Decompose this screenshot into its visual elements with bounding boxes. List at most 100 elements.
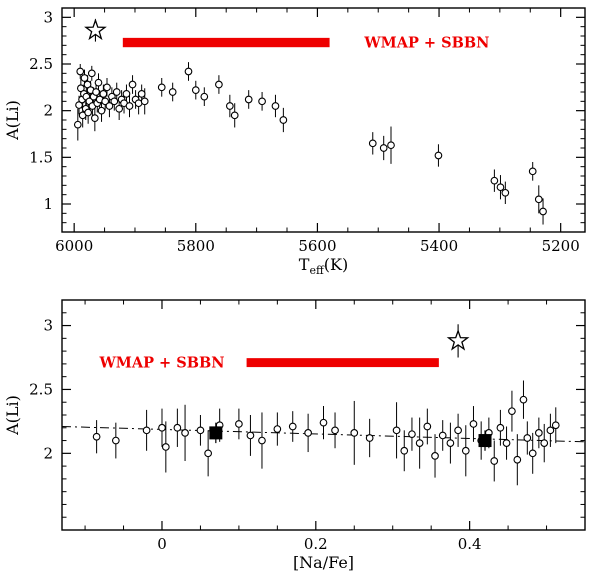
- data-point-circle: [140, 97, 149, 106]
- data-point-circle: [446, 439, 455, 447]
- data-point-circle: [368, 139, 377, 148]
- data-point-circle: [191, 86, 200, 94]
- data-point-circle: [200, 92, 209, 101]
- data-point-circle: [273, 425, 282, 433]
- star-symbol-group: [84, 18, 107, 42]
- x-axis-ticks: 0 0.2 0.4: [84, 300, 586, 553]
- mean-square-marker: [209, 426, 223, 440]
- data-point-circle: [204, 449, 212, 458]
- data-point-circle: [73, 120, 82, 129]
- data-point-circle: [94, 78, 103, 87]
- data-point-circle: [496, 183, 505, 192]
- data-point-circle: [502, 439, 511, 447]
- x-tick-label: 0.2: [304, 535, 328, 553]
- data-point-circle: [142, 426, 151, 435]
- x-tick-label: 5800: [177, 237, 215, 255]
- data-point-circle: [181, 429, 189, 437]
- data-point-circle: [111, 436, 120, 445]
- data-point-circle: [90, 114, 99, 122]
- data-point-circle: [258, 436, 266, 445]
- x-tick-label: 5600: [298, 237, 336, 255]
- data-point-circle: [158, 423, 166, 432]
- data-point-circle: [105, 102, 114, 110]
- data-points: [73, 62, 547, 225]
- y-axis-ticks: 22.53: [29, 299, 585, 531]
- data-point-circle: [76, 67, 85, 76]
- data-point-circle: [112, 88, 121, 96]
- data-point-circle: [350, 429, 359, 437]
- y-tick-label: 2.5: [29, 55, 53, 73]
- x-axis-label: [Na/Fe]: [293, 553, 354, 572]
- data-point-circle: [92, 432, 101, 441]
- data-point-circle: [415, 439, 424, 447]
- y-axis-label: A(Li): [3, 395, 22, 436]
- data-point-circle: [215, 80, 223, 89]
- data-point-circle: [546, 426, 555, 435]
- data-point-circle: [196, 426, 205, 435]
- data-point-circle: [103, 83, 111, 92]
- data-point-circle: [157, 83, 166, 92]
- data-point-circle: [161, 443, 170, 451]
- data-point-circle: [490, 457, 499, 465]
- y-tick-label: 3: [43, 317, 53, 335]
- data-point-circle: [168, 88, 177, 96]
- y-tick-label: 1.5: [29, 148, 53, 166]
- x-tick-label: 6000: [55, 237, 93, 255]
- y-tick-label: 1: [43, 195, 53, 213]
- data-point-circle: [279, 116, 288, 124]
- data-point-circle: [539, 207, 547, 216]
- data-point-circle: [184, 67, 193, 76]
- data-point-circle: [501, 188, 510, 197]
- data-point-circle: [523, 434, 532, 442]
- data-point-circle: [99, 90, 108, 98]
- y-tick-label: 3: [43, 8, 53, 26]
- data-point-circle: [469, 420, 478, 428]
- data-point-circle: [540, 439, 549, 447]
- data-point-circle: [304, 429, 312, 437]
- data-point-circle: [87, 69, 96, 78]
- data-point-circle: [513, 455, 522, 464]
- data-point-circle: [387, 141, 395, 150]
- data-point-circle: [438, 431, 447, 440]
- data-point-circle: [271, 102, 280, 110]
- x-tick-label: 0: [157, 535, 167, 553]
- star-marker: [446, 328, 470, 351]
- mean-square-marker: [478, 434, 492, 448]
- data-point-circle: [331, 426, 339, 435]
- data-point-circle: [122, 90, 131, 98]
- data-point-circle: [110, 97, 119, 106]
- data-point-circle: [434, 151, 443, 160]
- data-point-circle: [519, 395, 528, 404]
- wmap-sbbn-label: WMAP + SBBN: [363, 35, 489, 52]
- wmap-sbbn-band: [122, 37, 330, 48]
- data-point-circle: [226, 102, 234, 110]
- data-point-circle: [173, 423, 182, 432]
- y-tick-label: 2: [43, 444, 53, 462]
- data-point-circle: [92, 88, 100, 96]
- data-point-circle: [246, 431, 255, 440]
- x-tick-label: 0.4: [458, 535, 482, 553]
- data-point-circle: [258, 97, 266, 106]
- data-point-circle: [528, 449, 537, 458]
- y-tick-label: 2: [43, 102, 53, 120]
- data-point-circle: [97, 106, 106, 115]
- data-point-circle: [400, 446, 409, 455]
- wmap-sbbn-band: [246, 358, 439, 368]
- data-point-circle: [528, 167, 537, 176]
- x-tick-label: 5400: [420, 237, 458, 255]
- data-point-circle: [365, 434, 374, 442]
- data-point-circle: [496, 423, 505, 432]
- data-point-circle: [137, 90, 146, 98]
- data-point-circle: [408, 430, 416, 439]
- data-point-circle: [534, 429, 543, 437]
- y-tick-label: 2.5: [29, 380, 53, 398]
- data-point-circle: [454, 426, 462, 435]
- mean-squares: [209, 422, 492, 451]
- y-axis-ticks: 1 1.5 2 2.5 3: [29, 7, 585, 233]
- data-point-circle: [379, 144, 388, 152]
- data-point-circle: [230, 111, 239, 120]
- data-point-circle: [431, 452, 439, 460]
